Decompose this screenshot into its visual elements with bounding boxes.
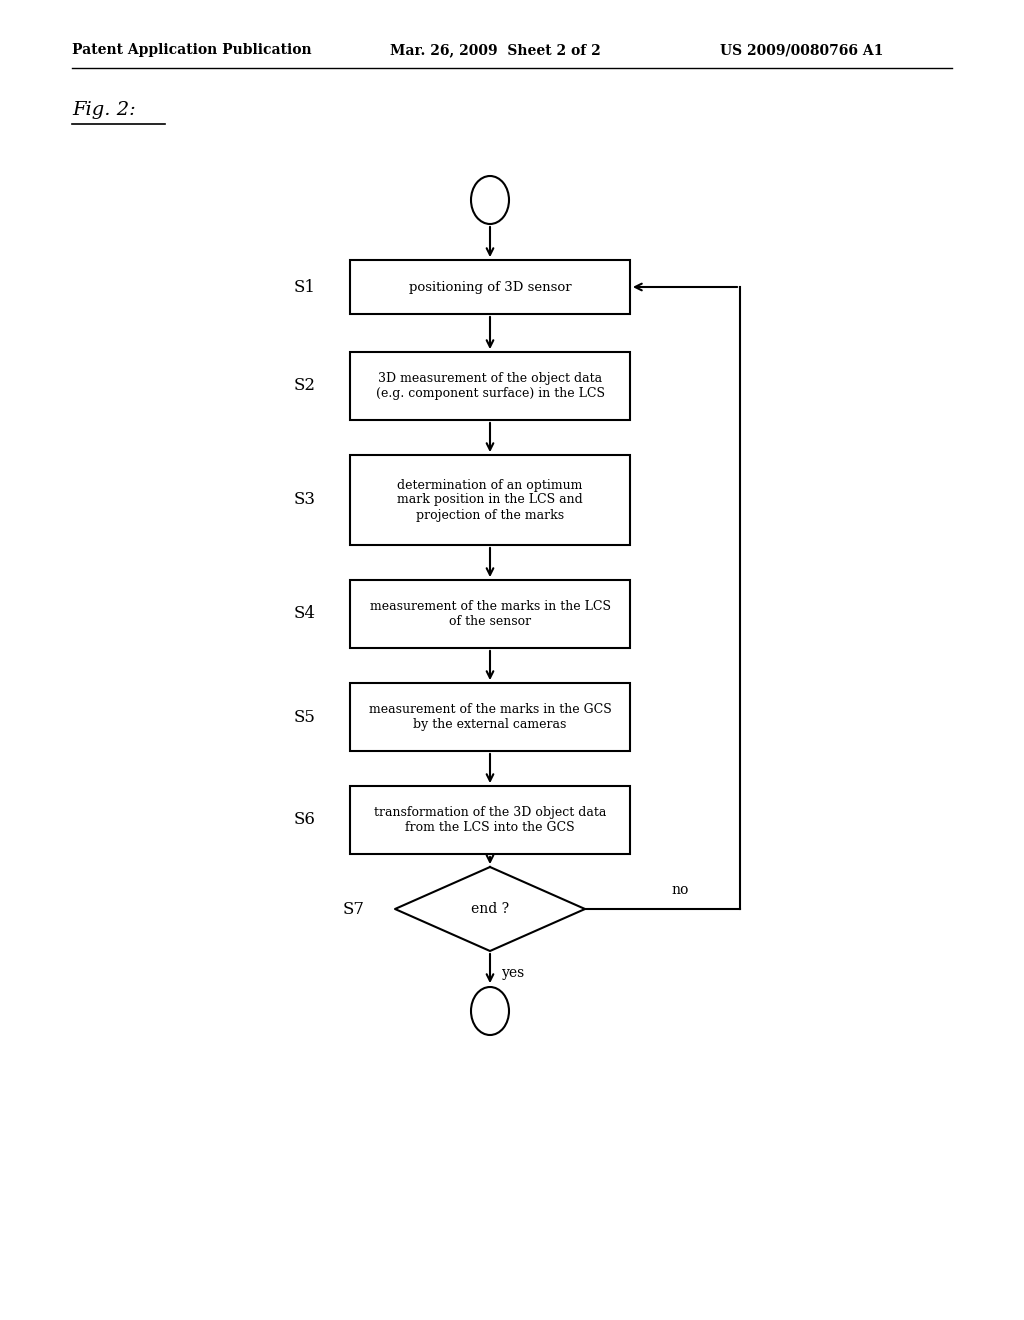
Text: S6: S6 <box>294 812 316 829</box>
Text: end ?: end ? <box>471 902 509 916</box>
Text: measurement of the marks in the LCS
of the sensor: measurement of the marks in the LCS of t… <box>370 601 610 628</box>
FancyBboxPatch shape <box>350 260 630 314</box>
Text: 3D measurement of the object data
(e.g. component surface) in the LCS: 3D measurement of the object data (e.g. … <box>376 372 604 400</box>
FancyBboxPatch shape <box>350 785 630 854</box>
Text: S3: S3 <box>294 491 316 508</box>
Text: measurement of the marks in the GCS
by the external cameras: measurement of the marks in the GCS by t… <box>369 704 611 731</box>
Text: yes: yes <box>502 966 525 979</box>
Text: Patent Application Publication: Patent Application Publication <box>72 44 311 57</box>
Text: S2: S2 <box>294 378 316 395</box>
FancyBboxPatch shape <box>350 682 630 751</box>
Text: Fig. 2:: Fig. 2: <box>72 102 136 119</box>
Text: S1: S1 <box>294 279 316 296</box>
Text: US 2009/0080766 A1: US 2009/0080766 A1 <box>720 44 884 57</box>
Polygon shape <box>395 867 585 950</box>
FancyBboxPatch shape <box>350 455 630 545</box>
Text: determination of an optimum
mark position in the LCS and
projection of the marks: determination of an optimum mark positio… <box>397 479 583 521</box>
Text: Mar. 26, 2009  Sheet 2 of 2: Mar. 26, 2009 Sheet 2 of 2 <box>390 44 601 57</box>
Text: no: no <box>672 883 689 898</box>
Text: S5: S5 <box>294 709 316 726</box>
Text: S7: S7 <box>343 900 365 917</box>
Text: positioning of 3D sensor: positioning of 3D sensor <box>409 281 571 293</box>
Text: S4: S4 <box>294 606 316 623</box>
FancyBboxPatch shape <box>350 352 630 420</box>
Text: transformation of the 3D object data
from the LCS into the GCS: transformation of the 3D object data fro… <box>374 807 606 834</box>
FancyBboxPatch shape <box>350 579 630 648</box>
